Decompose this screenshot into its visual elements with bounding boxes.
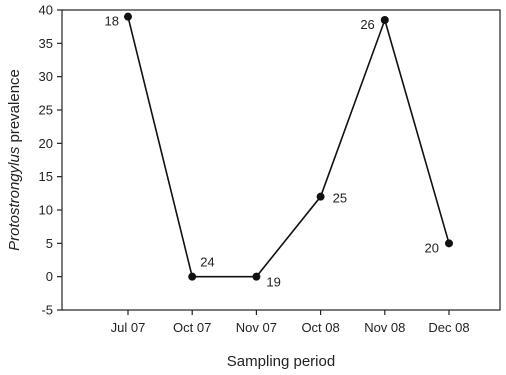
point-label: 19 — [266, 275, 280, 290]
x-tick-label: Jul 07 — [111, 320, 146, 335]
y-tick-label: 40 — [39, 3, 53, 18]
x-axis-title: Sampling period — [227, 353, 335, 370]
y-tick-label: 15 — [39, 169, 53, 184]
data-point — [188, 272, 197, 281]
x-tick-label: Nov 07 — [236, 320, 277, 335]
point-label: 24 — [200, 255, 214, 270]
y-axis-title-rest: prevalence — [6, 69, 23, 147]
x-tick-label: Dec 08 — [428, 320, 469, 335]
y-axis-title-italic: Protostrongylus — [6, 146, 23, 251]
point-label: 26 — [360, 17, 374, 32]
point-label: 25 — [333, 191, 347, 206]
y-tick-label: 5 — [46, 236, 53, 251]
series-group — [124, 12, 453, 281]
y-tick-label: 35 — [39, 36, 53, 51]
series-line — [127, 16, 450, 278]
data-point — [316, 192, 325, 201]
x-tick-label: Nov 08 — [364, 320, 405, 335]
data-point — [124, 12, 132, 21]
x-axis-ticks: Jul 07 Oct 07 Nov 07 Oct 08 Nov 08 Dec 08 — [111, 310, 470, 335]
y-tick-label: 30 — [39, 69, 53, 84]
y-tick-label: 25 — [39, 103, 53, 118]
x-tick-label: Oct 07 — [173, 320, 211, 335]
data-point — [252, 272, 261, 281]
data-point — [380, 16, 389, 24]
data-labels: 18 24 19 25 26 20 — [105, 14, 439, 290]
point-label: 20 — [425, 240, 439, 255]
point-label: 18 — [105, 14, 119, 29]
y-tick-label: -5 — [41, 303, 53, 318]
data-point — [445, 239, 453, 248]
y-tick-label: 0 — [46, 269, 53, 284]
y-tick-label: 20 — [39, 136, 53, 151]
y-tick-label: 10 — [39, 203, 53, 218]
y-axis-ticks: -5 0 5 10 15 20 25 30 35 40 — [39, 3, 62, 318]
x-tick-label: Oct 08 — [301, 320, 339, 335]
y-axis-title: Protostrongylus prevalence — [6, 69, 23, 251]
plot-frame — [61, 9, 501, 311]
